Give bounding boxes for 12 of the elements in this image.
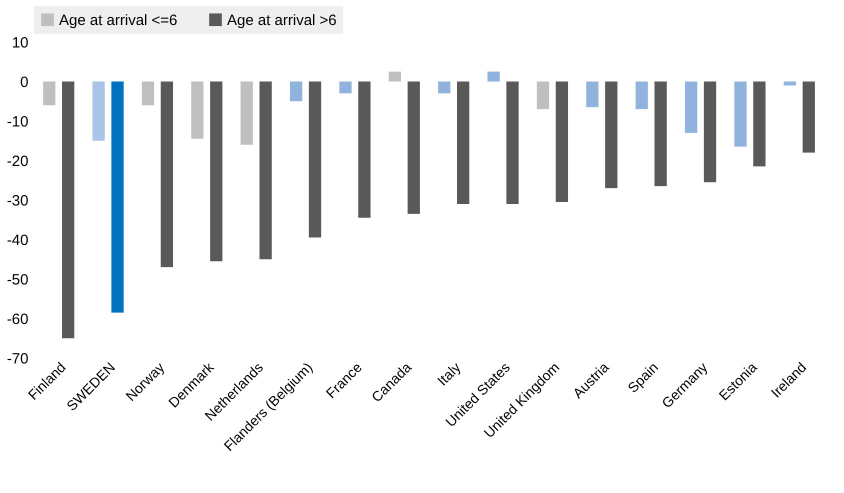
y-tick-label: -50: [6, 272, 28, 288]
y-tick-label: -10: [6, 114, 28, 130]
y-tick-label: 0: [20, 74, 28, 91]
x-tick-label: Italy: [434, 359, 464, 389]
legend-label: Age at arrival <=6: [59, 12, 178, 29]
y-tick-label: -60: [6, 311, 28, 328]
y-tick-label: 10: [12, 34, 28, 52]
y-tick-label: -70: [6, 350, 28, 368]
y-tick-label: -40: [6, 232, 28, 249]
y-tick-label: -30: [6, 192, 28, 210]
legend-label: Age at arrival >6: [227, 12, 337, 29]
y-tick-label: -20: [6, 153, 28, 170]
